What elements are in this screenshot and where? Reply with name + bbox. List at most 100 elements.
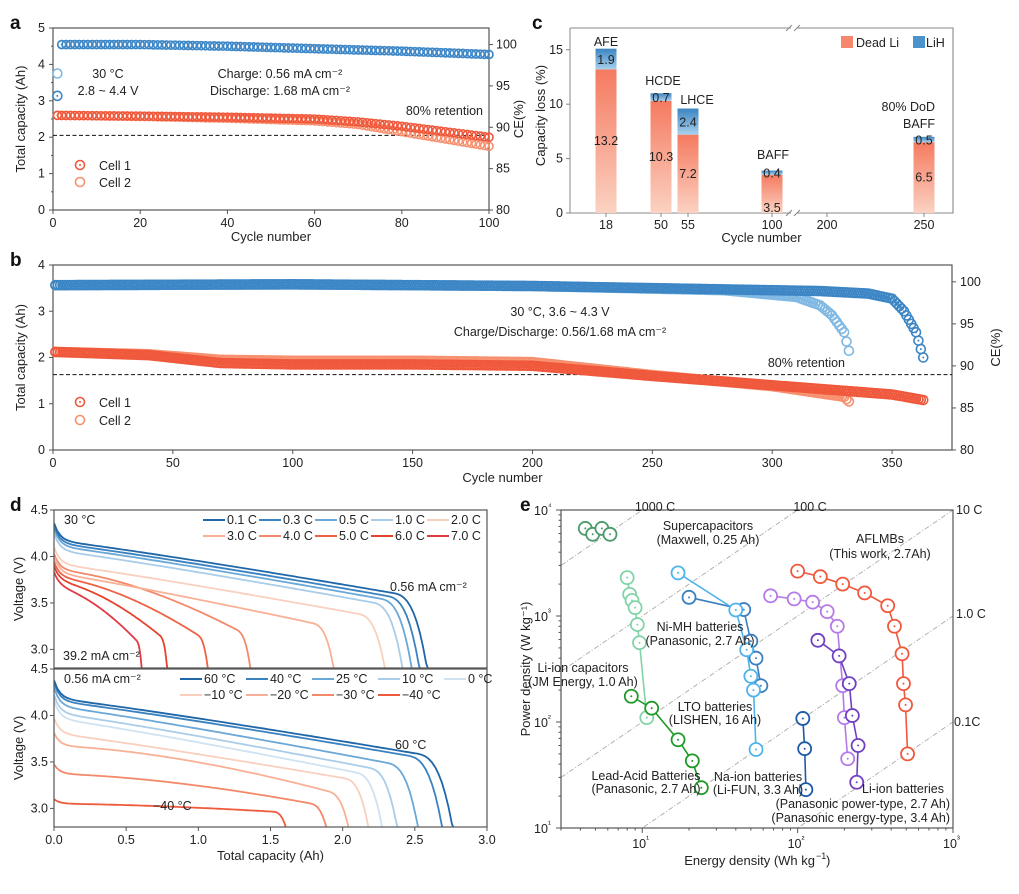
data-point-center [700, 786, 703, 789]
data-point-center [848, 682, 851, 685]
discharge-curve [54, 717, 370, 827]
bar-lih [650, 93, 672, 101]
cell2-point [479, 140, 490, 151]
ce-point-dot [488, 53, 490, 56]
data-point-center [811, 601, 814, 604]
x-tick-label: 18 [599, 218, 613, 232]
label-supercapacitors: Supercapacitors [663, 519, 753, 533]
x-axis-label-close: ) [826, 853, 830, 868]
y2-tick-label: 85 [960, 401, 974, 415]
ce1-point-dot [919, 348, 922, 351]
data-point-center [843, 716, 846, 719]
discharge-curve [54, 528, 413, 668]
discharge-curve [54, 763, 328, 827]
x-tick-label: 80 [395, 216, 409, 230]
legend-dead-li-label: Dead Li [856, 36, 899, 50]
legend-label: −30 °C [336, 688, 375, 702]
label-li-ion-batteries: Li-ion batteries [862, 782, 944, 796]
legend-label: 10 °C [402, 672, 433, 686]
annotation-minus40c: −40 °C [153, 799, 192, 813]
bar-lih [677, 108, 699, 135]
axis-break [793, 209, 801, 217]
label-lto-detail: (LISHEN, 16 Ah) [669, 713, 761, 727]
ce2-point [841, 336, 852, 347]
bar-lih [761, 170, 783, 175]
label-lead-acid: Lead-Acid Batteries [591, 769, 700, 783]
data-point-center [816, 639, 819, 642]
panel-d-bottom: 3.0 3.5 4.0 4.5 0.0 0.5 1.0 1.5 2.0 2.5 3.0 Total c… [11, 662, 496, 863]
y-tick-label: 4 [38, 57, 45, 71]
discharge-curve [54, 694, 399, 827]
x-tick-label: 1.0 [190, 833, 207, 847]
legend-label: −40 °C [402, 688, 441, 702]
c-rate-label: 0.1C [954, 715, 980, 729]
data-point-center [836, 625, 839, 628]
c-rate-line [561, 510, 799, 672]
y-tick-label: 0 [38, 203, 45, 217]
x-axis-label: Total capacity (Ah) [217, 848, 324, 863]
bar-label-dod-baff: BAFF [903, 117, 935, 131]
legend-label: 7.0 C [451, 529, 481, 543]
data-point-center [804, 788, 807, 791]
data-point-center [645, 716, 648, 719]
data-point-center [591, 533, 594, 536]
legend-label: −20 °C [270, 688, 309, 702]
y-tick-label: 1 [38, 167, 45, 181]
bar-dead-li [677, 134, 699, 213]
data-point-center [677, 738, 680, 741]
legend-label: −10 °C [204, 688, 243, 702]
legend-cell1-label: Cell 1 [99, 159, 131, 173]
discharge-curve [54, 571, 143, 668]
x-tick-label: 100 [282, 456, 303, 470]
cell2-point [427, 132, 438, 142]
data-point-center [752, 689, 755, 692]
legend-label: 0.3 C [283, 513, 313, 527]
series-na-ion-batteries [795, 711, 814, 798]
label-nimh-detail: (Panasonic, 2.7 Ah) [645, 634, 754, 648]
bar-value-lih: 1.9 [597, 53, 614, 67]
data-point-center [755, 748, 758, 751]
series-line [797, 570, 909, 754]
axis-break [785, 24, 793, 32]
annotation-current: Charge/Discharge: 0.56/1.68 mA cm⁻² [454, 325, 666, 339]
cell1-point-dot [922, 399, 925, 402]
y-tick-label: 10¹ [534, 819, 551, 836]
x-tick-label: 50 [654, 218, 668, 232]
x-tick-label: 100 [762, 218, 783, 232]
y-tick-label: 4.0 [31, 708, 48, 722]
data-point-center [755, 657, 758, 660]
y-tick-label: 3.0 [31, 801, 48, 815]
annotation-discharge: Discharge: 1.68 mA cm⁻² [210, 84, 350, 98]
legend-cell1-marker-dot [79, 164, 81, 166]
discharge-curve [54, 522, 429, 668]
c-rate-line [641, 615, 953, 828]
legend-label: 6.0 C [395, 529, 425, 543]
y-tick-label: 4 [38, 258, 45, 272]
data-point-center [749, 640, 752, 643]
discharge-curve [54, 546, 387, 668]
y-tick-label: 4.0 [31, 549, 48, 563]
label-na-ion: Na-ion batteries [714, 770, 802, 784]
label-nimh: Ni-MH batteries [657, 620, 744, 634]
discharge-curve [54, 556, 335, 668]
ce1-point-dot [917, 339, 920, 342]
legend-cell2-marker [74, 176, 86, 188]
c-rate-line [561, 510, 644, 566]
legend-label: 0.5 C [339, 513, 369, 527]
data-point-center [734, 608, 737, 611]
y2-tick-label: 95 [496, 79, 510, 93]
ce-point-dot [56, 94, 59, 97]
label-li-ion-power: (Panasonic power-type, 2.7 Ah) [776, 797, 950, 811]
panel-e: e 1000 C 100 C 10 C 1.0 C 0.1C 10¹ 10² 10³ 10⁴ 10¹… [518, 495, 986, 868]
data-point-center [863, 591, 866, 594]
y2-tick-label: 90 [496, 120, 510, 134]
data-point-center [584, 527, 587, 530]
data-point-center [608, 533, 611, 536]
x-tick-label: 10¹ [632, 834, 649, 851]
discharge-curve [54, 679, 455, 827]
legend-label: 1.0 C [395, 513, 425, 527]
ce-point [52, 68, 63, 79]
y2-tick-label: 80 [496, 203, 510, 217]
legend-cell2-label: Cell 2 [99, 176, 131, 190]
